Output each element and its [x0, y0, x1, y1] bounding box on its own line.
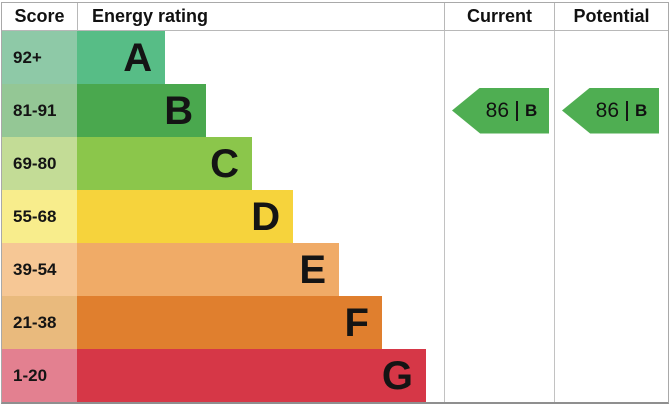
score-column-header: Score: [14, 6, 65, 26]
rating-letter-b: B: [164, 88, 194, 133]
score-column: 92+ 81-91 69-80 55-68 39-54 21-38 1-20: [2, 31, 77, 402]
score-range-cell-b: 81-91: [2, 84, 77, 137]
rating-bar-c: C: [77, 137, 253, 190]
rating-letter-c: C: [210, 141, 240, 186]
current-column: 86 B: [444, 31, 554, 402]
rating-bar-a: A: [77, 31, 166, 84]
score-range-cell-d: 55-68: [2, 190, 77, 243]
energy-rating-column-header: Energy rating: [77, 3, 444, 30]
separator-bar: [626, 100, 629, 121]
current-score-value: 86: [485, 98, 510, 122]
rating-bar-b: B: [77, 84, 207, 137]
rating-letter-e: E: [299, 247, 327, 292]
current-rating-arrow: 86 B: [452, 87, 549, 134]
rating-bar-row-d: D: [77, 190, 444, 243]
rating-letter-d: D: [251, 194, 281, 239]
score-range-cell-f: 21-38: [2, 296, 77, 349]
chart-table: Score Energy rating Current Potential 92…: [1, 2, 669, 404]
rating-bar-row-c: C: [77, 137, 444, 190]
rating-bar-row-f: F: [77, 296, 444, 349]
current-band-letter: B: [525, 100, 538, 120]
rating-letter-g: G: [381, 353, 414, 398]
score-range-cell-a: 92+: [2, 31, 77, 84]
current-column-header: Current: [444, 3, 554, 30]
separator-bar: [516, 100, 519, 121]
potential-band-letter: B: [635, 100, 648, 120]
potential-rating-arrow: 86 B: [562, 87, 659, 134]
rating-bar-g: G: [77, 349, 427, 402]
rating-bar-row-b: B: [77, 84, 444, 137]
rating-bar-row-e: E: [77, 243, 444, 296]
score-range-cell-e: 39-54: [2, 243, 77, 296]
rating-bar-f: F: [77, 296, 382, 349]
potential-column: 86 B: [554, 31, 668, 402]
rating-letter-a: A: [123, 35, 153, 80]
potential-column-header: Potential: [554, 3, 668, 30]
score-range-cell-c: 69-80: [2, 137, 77, 190]
potential-score-value: 86: [595, 98, 620, 122]
rating-bar-row-g: G: [77, 349, 444, 402]
score-range-cell-g: 1-20: [2, 349, 77, 402]
rating-bar-d: D: [77, 190, 294, 243]
rating-letter-f: F: [344, 300, 369, 345]
rating-bar-e: E: [77, 243, 340, 296]
chart-header-row: Score Energy rating Current Potential: [2, 3, 668, 31]
rating-bar-row-a: A: [77, 31, 444, 84]
